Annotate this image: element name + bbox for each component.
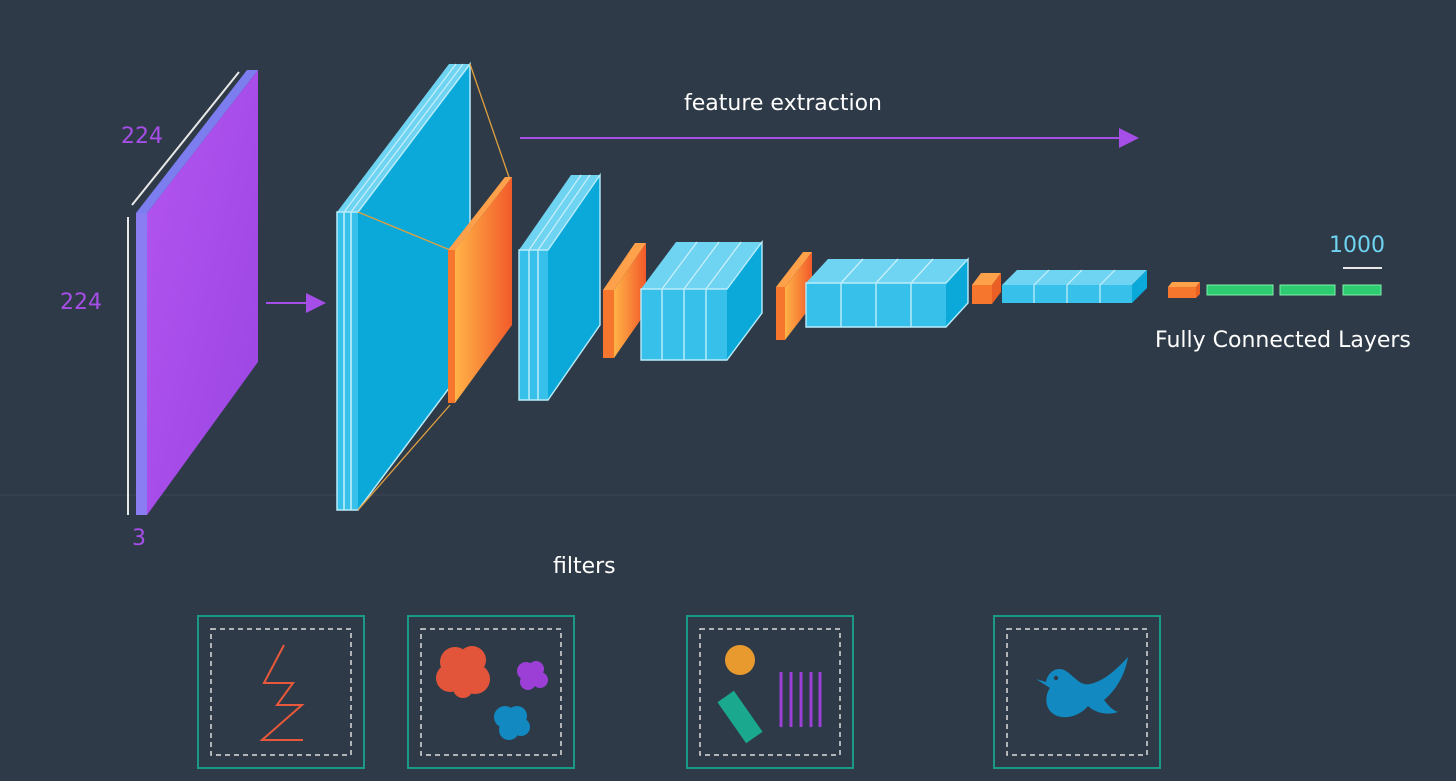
input-height-label: 224 <box>60 290 102 315</box>
fc-layer-1 <box>1206 284 1274 296</box>
pool-volume-3 <box>776 252 812 340</box>
feature-extraction-label: feature extraction <box>684 91 882 116</box>
color-blobs-icon <box>436 646 548 740</box>
pool-volume-4 <box>972 273 1001 304</box>
conv-volume-5 <box>1002 269 1147 303</box>
filters-label: filters <box>553 554 616 579</box>
zigzag-edge-icon <box>259 644 305 741</box>
fully-connected-layers <box>1206 284 1382 296</box>
fc-layer-2 <box>1279 284 1336 296</box>
pool-volume-2 <box>603 243 646 358</box>
conv-volume-4 <box>805 257 969 328</box>
filter-panel-2 <box>407 615 575 769</box>
input-depth-label: 3 <box>132 526 146 551</box>
filter-projection-lines <box>357 63 511 511</box>
shapes-and-lines-icon <box>717 645 822 744</box>
conv-volume-1 <box>336 61 471 511</box>
filter-panel-1 <box>197 615 365 769</box>
filter-panel-3 <box>686 615 854 769</box>
input-width-label: 224 <box>121 124 163 149</box>
bird-icon <box>1036 657 1128 718</box>
pool-volume-5 <box>1168 282 1200 298</box>
filter-panel-4 <box>993 615 1161 769</box>
fc-size-label: 1000 <box>1329 233 1385 258</box>
input-volume <box>127 70 258 515</box>
fc-layer-3 <box>1342 284 1382 296</box>
input-width-dimension-line <box>131 71 240 206</box>
fully-connected-label: Fully Connected Layers <box>1155 328 1411 353</box>
conv-volume-2 <box>518 172 601 401</box>
conv-volume-3 <box>640 239 763 361</box>
pool-volume-1 <box>448 177 512 403</box>
